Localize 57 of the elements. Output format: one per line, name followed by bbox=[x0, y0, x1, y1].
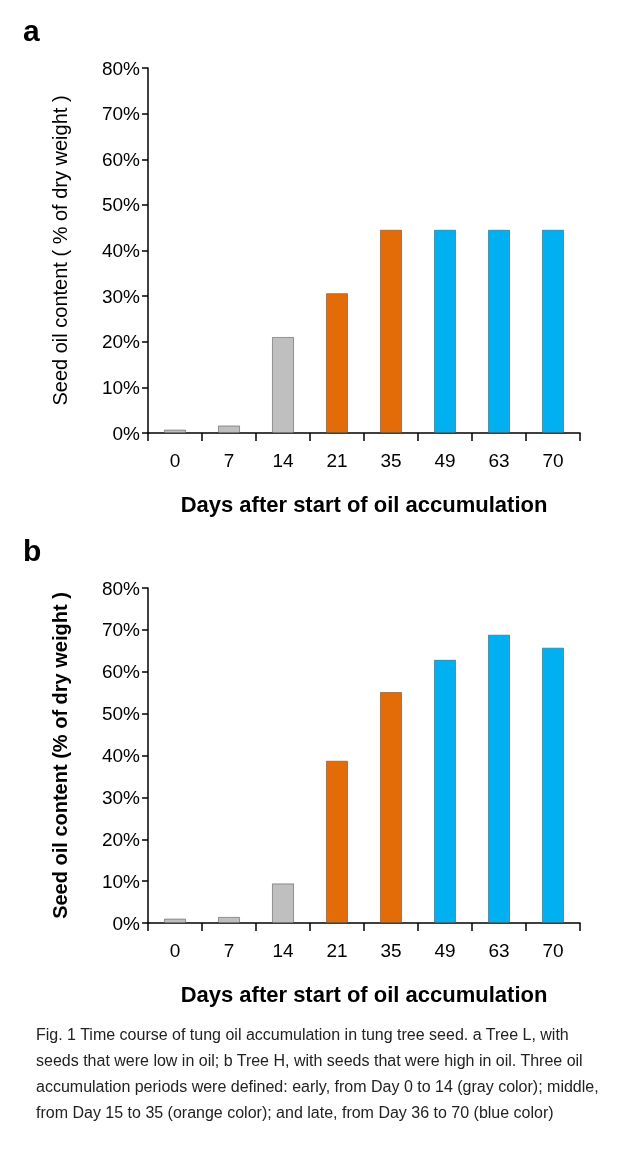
caption: Fig. 1 Time course of tung oil accumulation in tung tree seed. a Tree L, with seeds that were low in oil; b Tree H, with seeds that were high in oil. Three oil accumulation periods were defined: early, from Day 0 to 14 (gray color); middle, from Day 15 to 35 (orange color); and late, from Day 36 to 70 (blue color) bbox=[35, 1025, 600, 1123]
chart-title: b bbox=[23, 533, 42, 567]
x-tick-label: 70 bbox=[542, 940, 564, 961]
y-tick-label: 70% bbox=[101, 619, 141, 641]
x-tick-label: 35 bbox=[380, 450, 402, 471]
bar bbox=[488, 229, 510, 433]
y-tick-label: 30% bbox=[101, 285, 141, 307]
bar bbox=[326, 760, 348, 923]
x-tick-label: 49 bbox=[434, 450, 456, 471]
x-tick-label: 7 bbox=[223, 940, 235, 961]
y-tick-label: 60% bbox=[101, 148, 141, 170]
bar bbox=[272, 337, 294, 433]
bar bbox=[218, 917, 240, 923]
x-tick-label: 14 bbox=[272, 450, 294, 471]
x-tick-label: 14 bbox=[272, 940, 294, 961]
x-tick-label: 7 bbox=[223, 450, 235, 471]
y-tick-label: 20% bbox=[101, 828, 141, 850]
bar bbox=[434, 660, 456, 923]
y-tick-label: 80% bbox=[101, 577, 141, 599]
y-tick-label: 40% bbox=[101, 745, 141, 766]
y-tick-label: 0% bbox=[112, 912, 141, 934]
y-tick-label: 10% bbox=[101, 870, 141, 892]
y-axis-title: Seed oil content ( % of dry weight ) bbox=[49, 95, 71, 406]
x-tick-label: 49 bbox=[434, 940, 456, 961]
y-tick-label: 30% bbox=[101, 786, 141, 808]
y-tick-label: 80% bbox=[101, 57, 141, 79]
x-tick-label: 21 bbox=[326, 450, 348, 471]
bar bbox=[164, 918, 186, 923]
y-tick-label: 50% bbox=[101, 703, 141, 725]
y-tick-label: 60% bbox=[101, 661, 141, 683]
x-tick-label: 70 bbox=[542, 450, 564, 471]
x-tick-label: 21 bbox=[326, 940, 348, 961]
x-tick-label: 63 bbox=[488, 450, 510, 471]
bar bbox=[542, 647, 564, 923]
x-axis-title: Days after start of oil accumulation bbox=[180, 981, 548, 1007]
y-tick-label: 70% bbox=[101, 103, 141, 125]
y-tick-label: 40% bbox=[101, 240, 141, 261]
bar bbox=[488, 634, 510, 923]
x-tick-label: 0 bbox=[169, 450, 181, 471]
x-tick-label: 0 bbox=[169, 940, 181, 961]
bar bbox=[272, 883, 294, 923]
x-tick-label: 35 bbox=[380, 940, 402, 961]
x-tick-label: 63 bbox=[488, 940, 510, 961]
bar bbox=[434, 229, 456, 433]
y-axis-title: Seed oil content (% of dry weight ) bbox=[49, 592, 71, 919]
bar bbox=[218, 425, 240, 433]
y-tick-label: 10% bbox=[101, 376, 141, 398]
bar bbox=[380, 229, 402, 433]
x-axis-title: Days after start of oil accumulation bbox=[180, 491, 548, 517]
bar bbox=[380, 692, 402, 923]
y-tick-label: 50% bbox=[101, 194, 141, 216]
chart-title: a bbox=[23, 13, 40, 47]
y-tick-label: 20% bbox=[101, 331, 141, 353]
y-tick-label: 0% bbox=[112, 422, 141, 444]
bar bbox=[542, 229, 564, 433]
bar bbox=[164, 429, 186, 433]
bar bbox=[326, 293, 348, 433]
